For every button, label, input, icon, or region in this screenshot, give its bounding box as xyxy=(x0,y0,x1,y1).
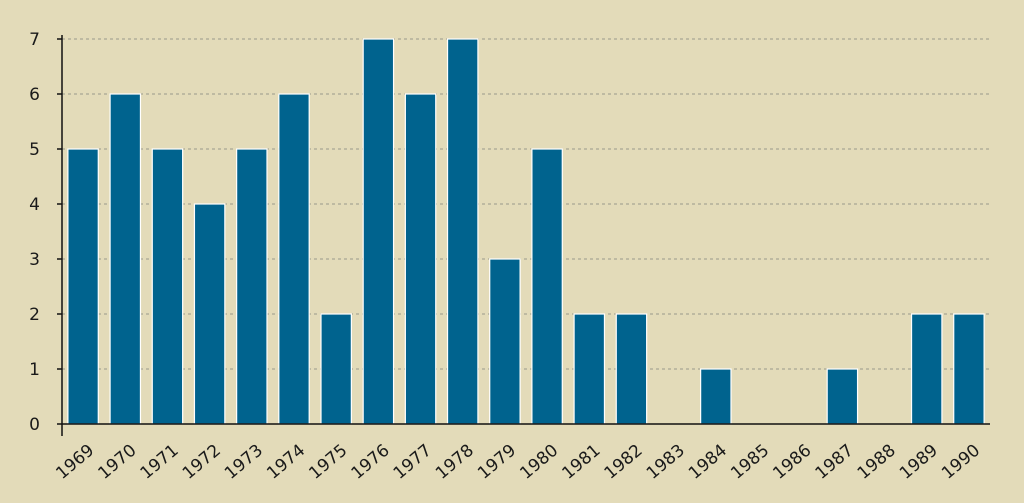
x-tick-label: 1985 xyxy=(727,441,773,484)
bar-1990 xyxy=(953,313,985,425)
bar-1982 xyxy=(615,313,648,425)
x-tick-label: 1973 xyxy=(221,441,267,484)
bar-1976 xyxy=(362,38,395,425)
bar-1974 xyxy=(278,93,310,425)
x-tick-label: 1972 xyxy=(179,441,225,484)
bar-1969 xyxy=(67,148,99,425)
x-tick-label: 1971 xyxy=(137,441,183,484)
x-tick-label: 1979 xyxy=(474,441,520,484)
bar-1972 xyxy=(193,203,226,425)
x-tick-label: 1974 xyxy=(263,441,309,484)
bar-1975 xyxy=(320,313,352,425)
bar-1973 xyxy=(236,148,268,425)
x-tick-label: 1989 xyxy=(896,441,942,484)
y-tick-label: 3 xyxy=(29,250,40,270)
x-tick-label: 1987 xyxy=(812,441,858,484)
bar-1978 xyxy=(446,38,479,425)
y-tick-label: 4 xyxy=(29,195,40,215)
bar-1984 xyxy=(700,368,732,425)
y-tick-label: 5 xyxy=(29,140,40,160)
x-tick-labels: 1969197019711972197319741975197619771978… xyxy=(52,441,984,484)
x-tick-label: 1984 xyxy=(685,441,731,484)
x-tick-label: 1976 xyxy=(348,441,394,484)
x-tick-label: 1977 xyxy=(390,441,436,484)
x-tick-label: 1978 xyxy=(432,441,478,484)
y-tick-labels: 0 1 2 3 4 5 6 7 xyxy=(29,30,40,435)
x-tick-label: 1970 xyxy=(94,441,140,484)
bar-1987 xyxy=(826,368,859,425)
axes xyxy=(57,35,990,436)
y-tick-label: 2 xyxy=(29,305,40,325)
bar-1970 xyxy=(109,93,142,425)
x-tick-label: 1982 xyxy=(601,441,647,484)
y-tick-label: 0 xyxy=(29,415,40,435)
gridlines xyxy=(62,38,990,370)
bar-1977 xyxy=(404,93,437,425)
x-tick-label: 1983 xyxy=(643,441,689,484)
bar-1980 xyxy=(531,148,563,425)
y-tick-label: 6 xyxy=(29,85,40,105)
x-tick-label: 1980 xyxy=(516,441,562,484)
bar-1971 xyxy=(151,148,184,425)
y-tick-label: 7 xyxy=(29,30,40,50)
y-tick-label: 1 xyxy=(29,360,40,380)
bar-1979 xyxy=(489,258,521,425)
x-tick-label: 1969 xyxy=(52,441,98,484)
x-tick-label: 1990 xyxy=(938,441,984,484)
bars xyxy=(67,38,985,425)
bar-1981 xyxy=(573,313,606,425)
x-tick-label: 1986 xyxy=(769,441,815,484)
x-tick-label: 1975 xyxy=(305,441,351,484)
x-tick-label: 1988 xyxy=(854,441,900,484)
bar-1989 xyxy=(910,313,943,425)
x-tick-label: 1981 xyxy=(558,441,604,484)
